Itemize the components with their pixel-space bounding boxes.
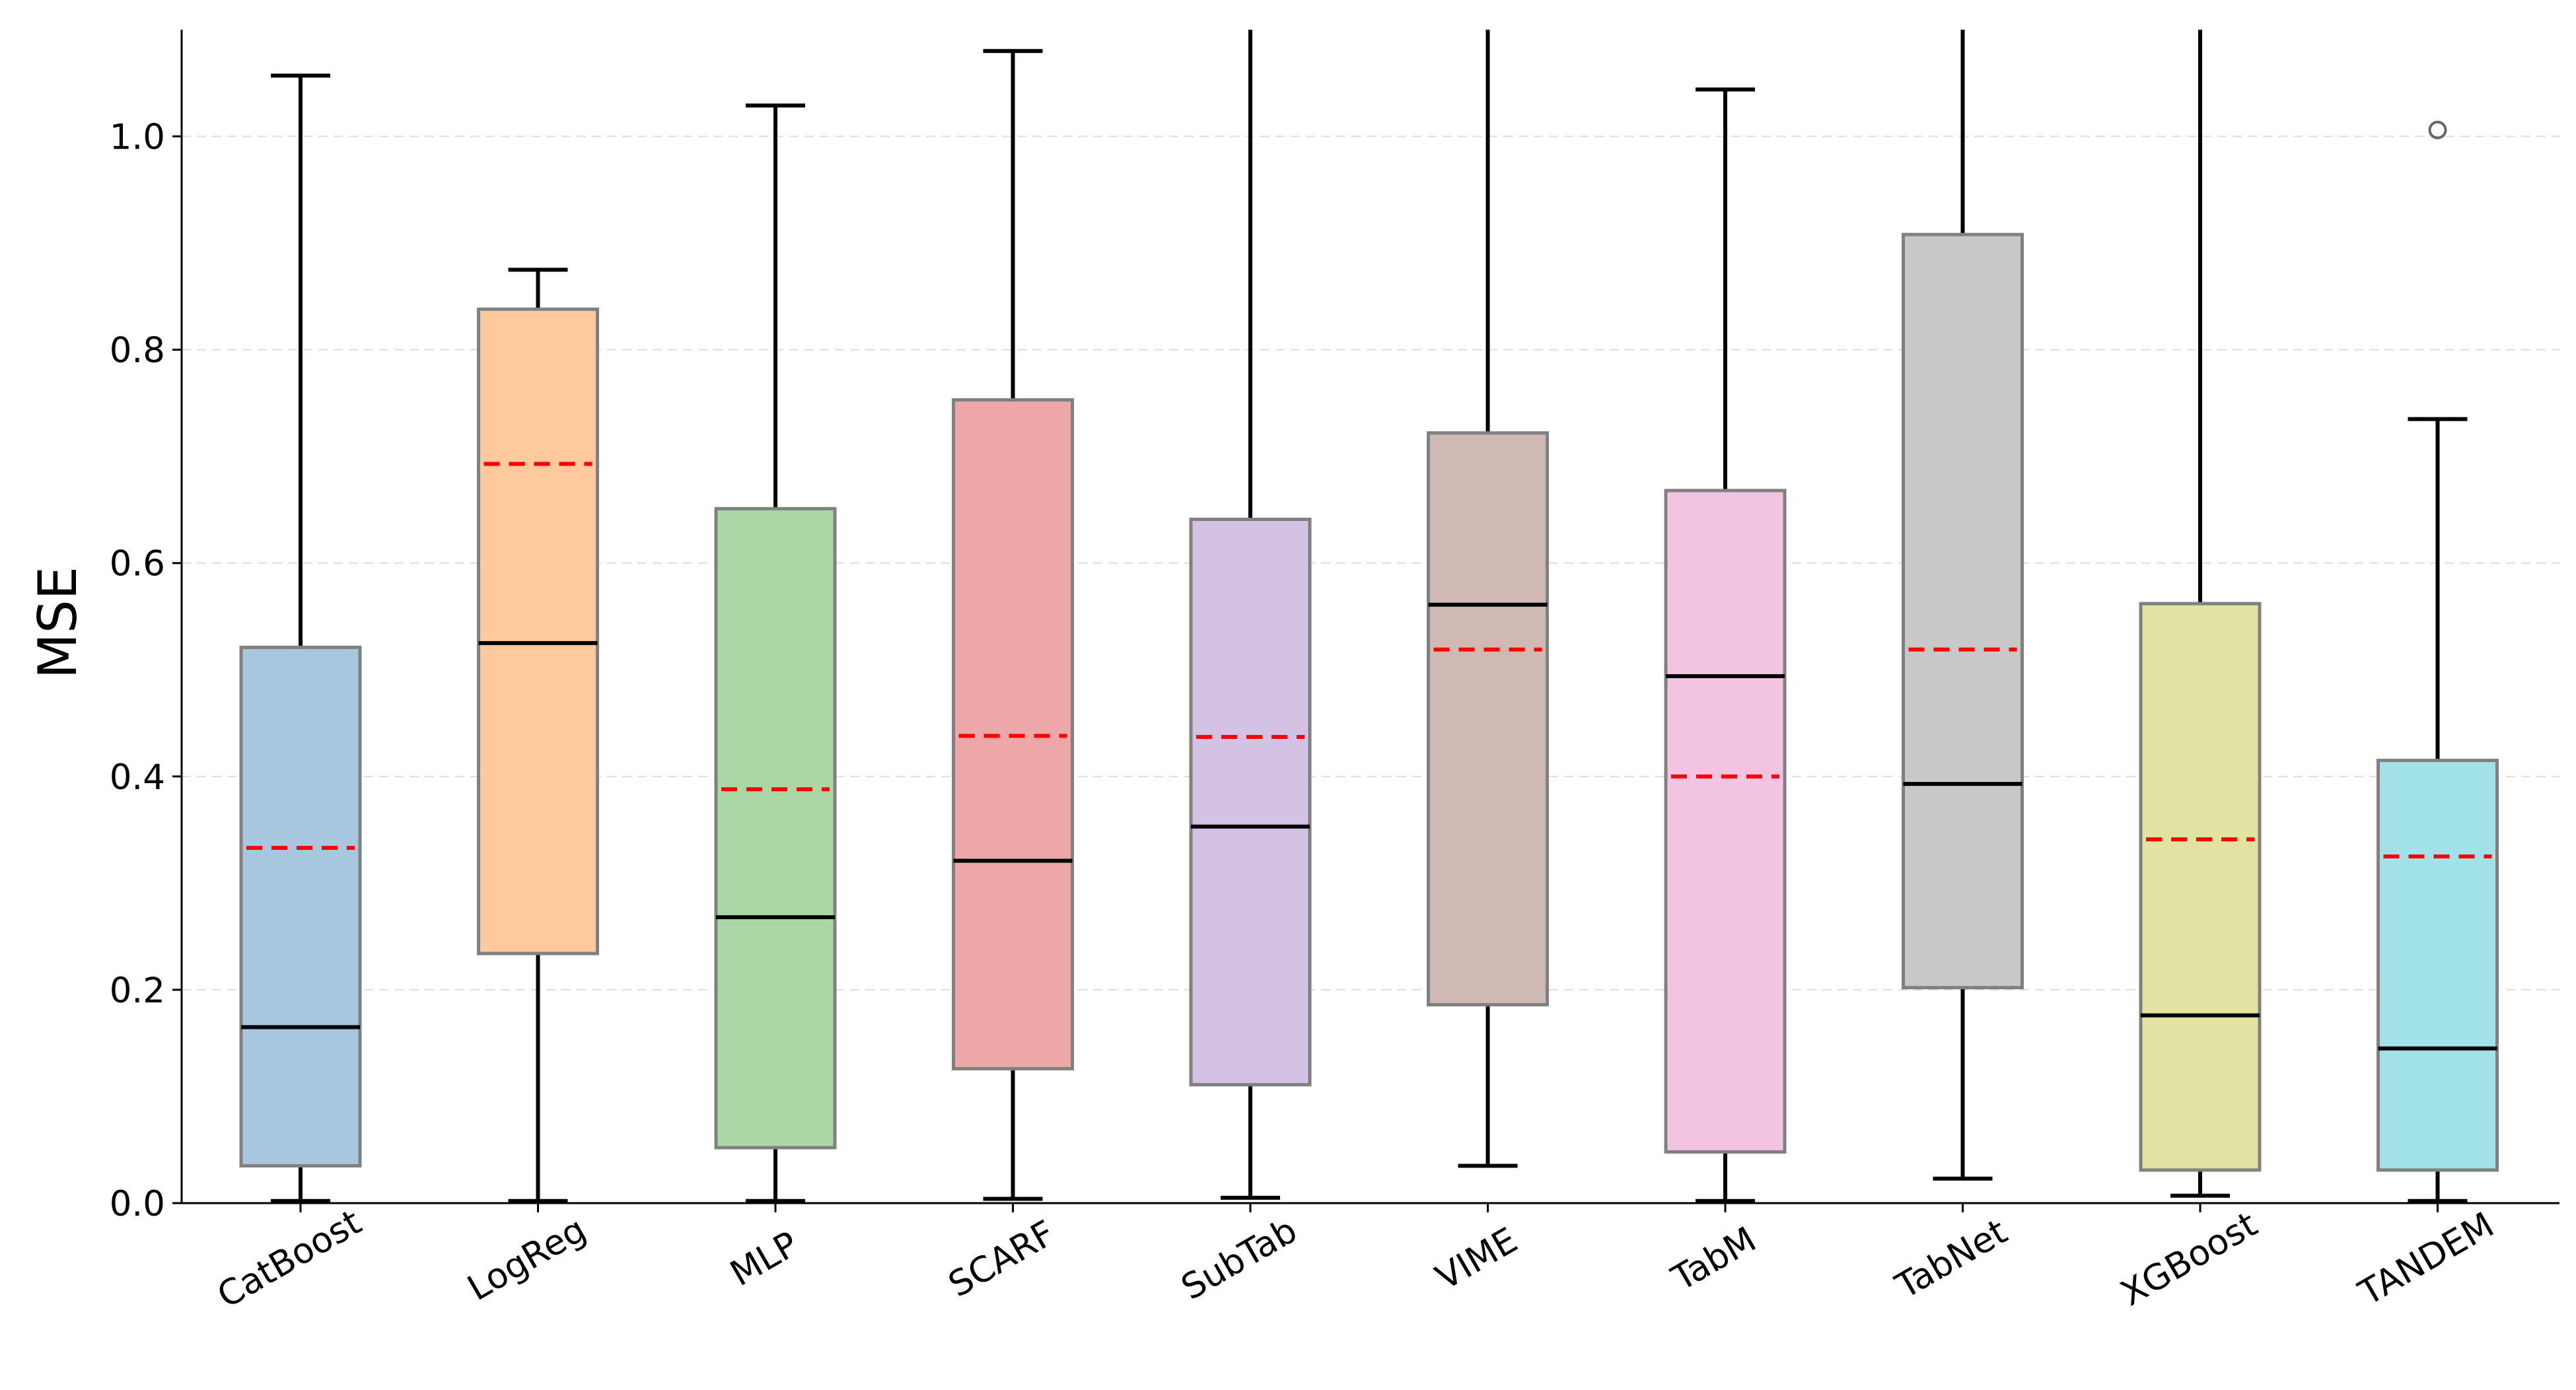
box-catboost <box>239 73 362 1203</box>
x-tick-label: TANDEM <box>2352 1204 2501 1313</box>
iqr-box <box>239 645 362 1167</box>
x-tick-label: TabM <box>1664 1220 1763 1300</box>
x-tick-label: LogReg <box>461 1210 593 1309</box>
y-axis-label: MSE <box>27 567 89 679</box>
box-layer <box>239 30 2499 1203</box>
x-tick-label: CatBoost <box>211 1202 368 1316</box>
box-tabm <box>1664 87 1787 1203</box>
y-tick-label: 0.4 <box>110 757 165 798</box>
x-tick-label: VIME <box>1429 1220 1524 1298</box>
x-tick-label: SCARF <box>942 1213 1061 1305</box>
box-tandem <box>2377 120 2499 1203</box>
axis-layer <box>180 30 2559 1204</box>
iqr-box <box>2377 759 2499 1172</box>
y-tick-layer: 0.0 0.2 0.4 0.6 0.8 1.0 <box>110 118 182 1224</box>
box-subtab <box>1189 30 1312 1200</box>
iqr-box <box>1427 431 1549 1007</box>
y-tick-label: 1.0 <box>110 118 165 158</box>
y-tick-label: 0.2 <box>110 971 165 1011</box>
box-mlp <box>714 103 837 1203</box>
x-tick-label: MLP <box>724 1224 805 1294</box>
x-tick-label: TabNet <box>1888 1212 2014 1307</box>
iqr-box <box>1664 489 1787 1154</box>
y-tick-label: 0.6 <box>110 544 165 584</box>
box-tabnet <box>1902 30 2024 1181</box>
x-tick-label: SubTab <box>1174 1210 1304 1308</box>
box-scarf <box>952 49 1074 1201</box>
box-xgboost <box>2139 30 2262 1198</box>
outlier-point <box>2428 120 2447 139</box>
iqr-box <box>477 307 599 956</box>
box-vime <box>1427 30 1549 1168</box>
iqr-box <box>1902 232 2024 990</box>
x-tick-label: XGBoost <box>2114 1204 2264 1314</box>
iqr-box <box>714 506 837 1150</box>
iqr-box <box>2139 602 2262 1172</box>
x-tick-layer: CatBoost LogReg MLP SCARF SubTab VIME TabM TabN… <box>211 1202 2501 1316</box>
y-tick-label: 0.8 <box>110 331 165 371</box>
box-logreg <box>477 267 599 1203</box>
iqr-box <box>1189 517 1312 1087</box>
y-tick-label: 0.0 <box>110 1184 165 1224</box>
